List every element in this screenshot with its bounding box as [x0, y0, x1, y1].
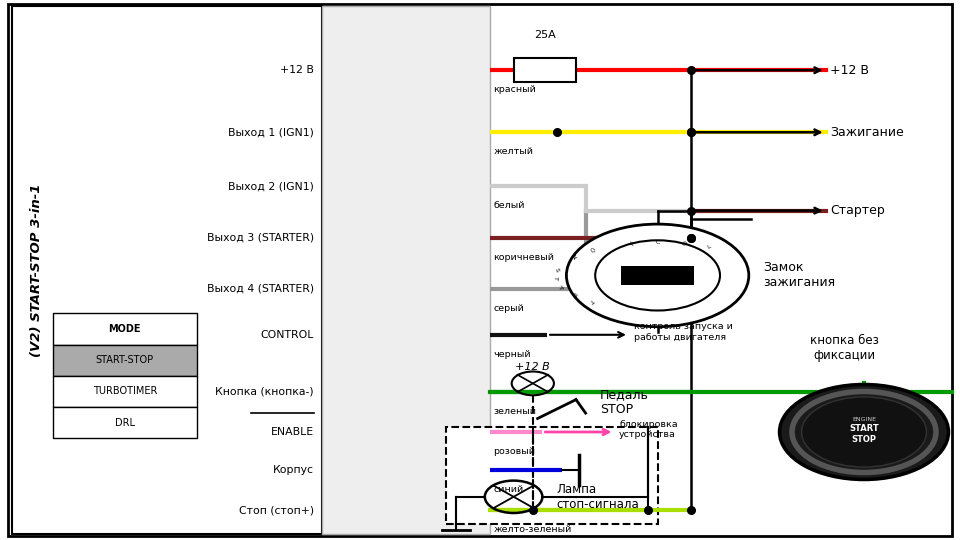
Text: Зажигание: Зажигание [830, 126, 904, 139]
Text: A: A [558, 284, 564, 289]
Text: MODE: MODE [108, 324, 141, 334]
Text: ENGINE: ENGINE [852, 416, 876, 422]
Text: +12 В: +12 В [830, 64, 870, 77]
Text: T: T [588, 297, 594, 303]
Text: кнопка без
фиксации: кнопка без фиксации [810, 334, 879, 362]
Circle shape [566, 224, 749, 327]
Text: зеленый: зеленый [493, 407, 537, 416]
Text: O: O [682, 241, 687, 247]
Text: CONTROL: CONTROL [260, 330, 314, 340]
FancyBboxPatch shape [53, 376, 197, 407]
Text: Лампа
стоп-сигнала: Лампа стоп-сигнала [557, 483, 639, 511]
Text: N: N [570, 253, 577, 260]
Text: серый: серый [493, 304, 524, 313]
Text: Выход 1 (IGN1): Выход 1 (IGN1) [228, 127, 314, 137]
FancyBboxPatch shape [514, 58, 576, 82]
Text: O: O [588, 247, 595, 254]
Text: START: START [850, 424, 878, 433]
FancyBboxPatch shape [446, 427, 658, 524]
Text: Выход 2 (IGN1): Выход 2 (IGN1) [228, 181, 314, 191]
Text: Стоп (стоп+): Стоп (стоп+) [239, 505, 314, 515]
Text: Выход 3 (STARTER): Выход 3 (STARTER) [206, 233, 314, 242]
Text: коричневый: коричневый [493, 253, 555, 262]
Text: Кнопка (кнопка-): Кнопка (кнопка-) [215, 387, 314, 396]
Text: S: S [554, 267, 560, 272]
Text: K: K [629, 241, 634, 247]
Text: ENABLE: ENABLE [271, 427, 314, 437]
Text: DRL: DRL [115, 418, 134, 428]
Text: STOP: STOP [852, 435, 876, 444]
Text: красный: красный [493, 85, 537, 94]
FancyBboxPatch shape [53, 407, 197, 438]
Text: белый: белый [493, 201, 525, 211]
FancyBboxPatch shape [621, 266, 694, 285]
Text: +12 В: +12 В [516, 362, 550, 372]
Text: START-STOP: START-STOP [96, 355, 154, 365]
Text: желтый: желтый [493, 147, 534, 157]
Text: TURBOTIMER: TURBOTIMER [92, 387, 157, 396]
Text: Педаль
STOP: Педаль STOP [600, 388, 649, 416]
Text: Выход 4 (STARTER): Выход 4 (STARTER) [206, 284, 314, 294]
Text: розовый: розовый [493, 447, 536, 456]
FancyBboxPatch shape [53, 313, 197, 345]
FancyBboxPatch shape [12, 6, 322, 534]
Text: синий: синий [493, 485, 524, 494]
Text: +12 В: +12 В [280, 65, 314, 75]
Text: контроль запуска и
работы двигателя: контроль запуска и работы двигателя [634, 322, 732, 342]
Text: L: L [707, 244, 711, 251]
Text: Корпус: Корпус [273, 465, 314, 475]
Text: C: C [656, 240, 660, 245]
Circle shape [595, 240, 720, 310]
Circle shape [780, 384, 948, 480]
Text: желто-зеленый: желто-зеленый [493, 525, 572, 535]
Text: 25A: 25A [534, 30, 556, 40]
Text: R: R [570, 291, 577, 297]
Text: T: T [553, 276, 558, 280]
Circle shape [802, 397, 926, 467]
Text: Стартер: Стартер [830, 204, 885, 217]
Text: черный: черный [493, 350, 531, 359]
Text: блокировка
устройства: блокировка устройства [619, 420, 678, 439]
FancyBboxPatch shape [322, 6, 490, 534]
FancyBboxPatch shape [53, 345, 197, 376]
Text: Замок
зажигания: Замок зажигания [763, 261, 835, 289]
FancyBboxPatch shape [8, 4, 952, 536]
Text: (V2) START-STOP 3-in-1: (V2) START-STOP 3-in-1 [30, 183, 43, 357]
